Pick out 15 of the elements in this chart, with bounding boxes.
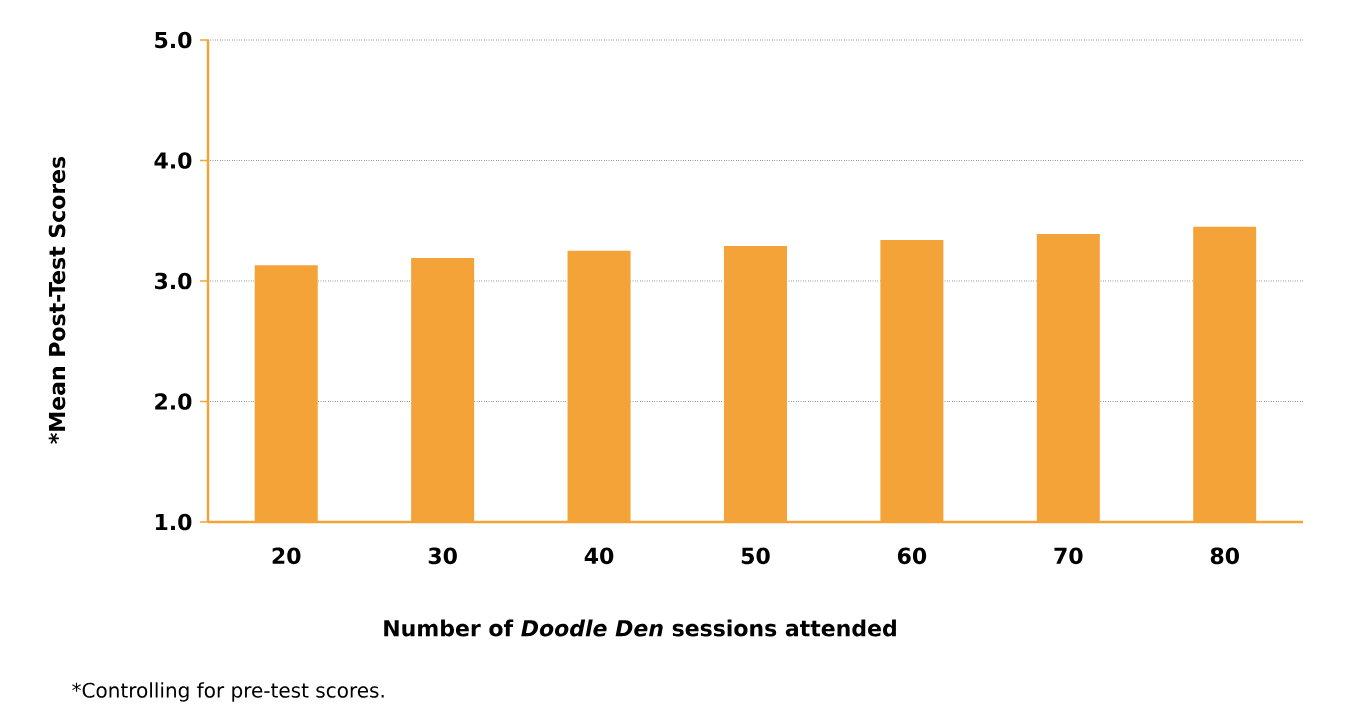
y-tick-label: 5.0 [155, 31, 192, 49]
x-tick-label: 30 [428, 547, 457, 565]
text: *Controlling for pre-test scores. [72, 682, 384, 702]
x-tick-label: 80 [1210, 547, 1239, 565]
y-tick-label: 2.0 [155, 393, 192, 410]
x-tick-label: 60 [897, 547, 927, 565]
y-axis-title: *Mean Post-Test Scores [48, 156, 66, 444]
x-tick-label: 70 [1054, 547, 1083, 565]
x-tick-label: 50 [741, 547, 770, 565]
y-tick-label: 1.0 [155, 513, 192, 531]
x-tick-label: 40 [584, 547, 614, 565]
x-tick-label: 20 [272, 547, 301, 565]
y-tick-label: 4.0 [154, 152, 192, 169]
y-tick-label: 3.0 [154, 272, 192, 290]
x-axis-title: Number of Doodle Den sessions attended [384, 619, 896, 637]
